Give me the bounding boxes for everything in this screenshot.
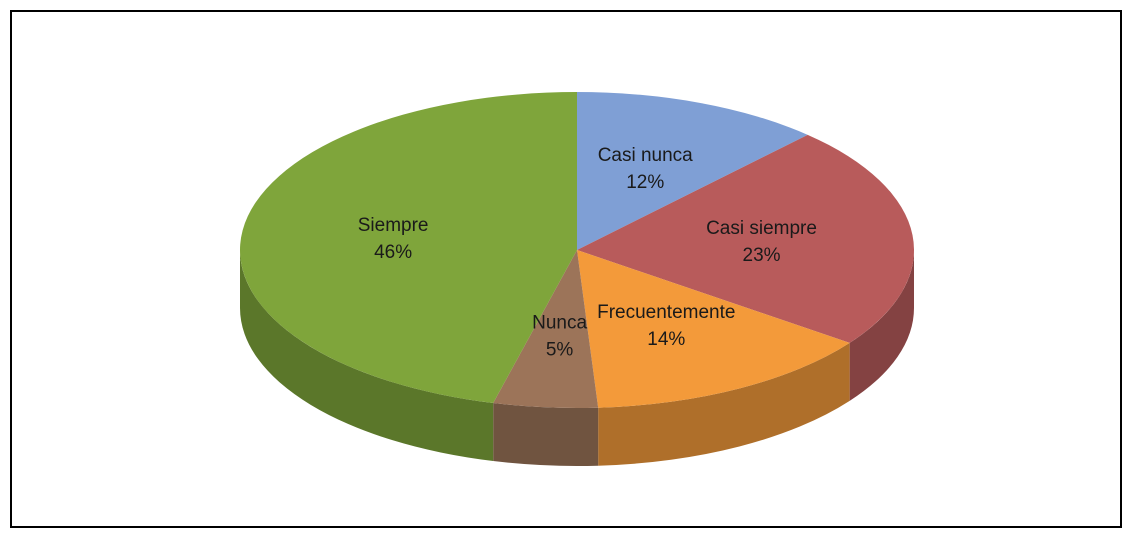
slice-category-label: Casi siempre — [706, 218, 817, 239]
slice-value-label: 46% — [374, 242, 412, 263]
slice-category-label: Casi nunca — [598, 145, 693, 166]
slice-category-label: Siempre — [358, 215, 429, 236]
slice-side — [849, 250, 914, 401]
slice-side — [493, 403, 599, 467]
slice-value-label: 14% — [647, 329, 685, 350]
pie-slice — [240, 92, 577, 404]
slice-value-label: 12% — [626, 172, 664, 193]
slice-value-label: 23% — [743, 245, 781, 266]
pie-slice — [577, 250, 850, 408]
pie-slice — [493, 250, 599, 409]
slice-value-label: 5% — [546, 340, 574, 361]
pie-slice — [577, 134, 914, 343]
pie-slice — [577, 92, 808, 250]
slice-side — [598, 342, 850, 466]
slice-side — [240, 250, 494, 462]
slice-category-label: Frecuentemente — [597, 302, 735, 323]
slice-category-label: Nunca — [532, 313, 587, 334]
